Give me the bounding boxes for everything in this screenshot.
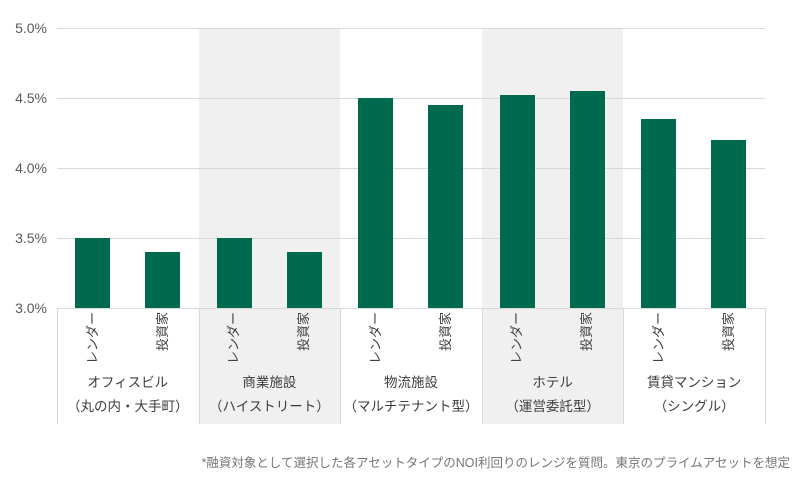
y-gridline — [57, 308, 765, 309]
category-name: 物流施設 — [383, 375, 438, 390]
y-axis-tick-label: 3.0% — [15, 300, 47, 316]
category-subtitle: （シングル） — [653, 399, 735, 414]
category-subtitle: （運営委託型） — [505, 399, 600, 414]
category-name: 商業施設 — [242, 375, 297, 390]
bar-investor — [145, 252, 180, 308]
category-label: 物流施設 （マルチテナント型） — [340, 371, 482, 419]
bar-investor — [711, 140, 747, 308]
y-gridline — [57, 98, 765, 99]
category-separator — [57, 308, 58, 424]
bar-lender — [499, 95, 535, 308]
bar-lender — [216, 238, 252, 308]
y-gridline — [57, 28, 765, 29]
category-subtitle: （丸の内・大手町） — [67, 399, 189, 414]
y-axis-tick-label: 4.5% — [15, 90, 47, 106]
category-separator — [340, 308, 342, 424]
category-name: ホテル — [532, 375, 573, 390]
bar-investor — [286, 252, 322, 308]
category-label: ホテル （運営委託型） — [482, 371, 624, 419]
y-axis-tick-label: 3.5% — [15, 230, 47, 246]
bar-lender — [358, 98, 394, 308]
category-subtitle: （マルチテナント型） — [343, 399, 479, 414]
category-separator — [481, 308, 483, 424]
bar-lender — [75, 238, 110, 308]
category-name: 賃貸マンション — [646, 375, 742, 390]
bar-investor — [569, 91, 605, 308]
category-label: 商業施設 （ハイストリート） — [199, 371, 341, 419]
category-label: オフィスビル （丸の内・大手町） — [57, 371, 199, 419]
y-gridline — [57, 238, 765, 239]
category-separator — [765, 308, 766, 424]
category-subtitle: （ハイストリート） — [208, 399, 330, 414]
y-axis-tick-label: 5.0% — [15, 20, 47, 36]
category-band — [198, 28, 341, 424]
category-separator — [623, 308, 625, 424]
category-separator — [198, 308, 200, 424]
y-gridline — [57, 168, 765, 169]
chart-footnote: *融資対象として選択した各アセットタイプのNOI利回りのレンジを質問。東京のプラ… — [201, 456, 790, 470]
category-label: 賃貸マンション （シングル） — [623, 371, 765, 419]
category-name: オフィスビル — [87, 375, 169, 390]
bar-investor — [428, 105, 464, 308]
y-axis-tick-label: 4.0% — [15, 160, 47, 176]
bar-lender — [641, 119, 677, 308]
